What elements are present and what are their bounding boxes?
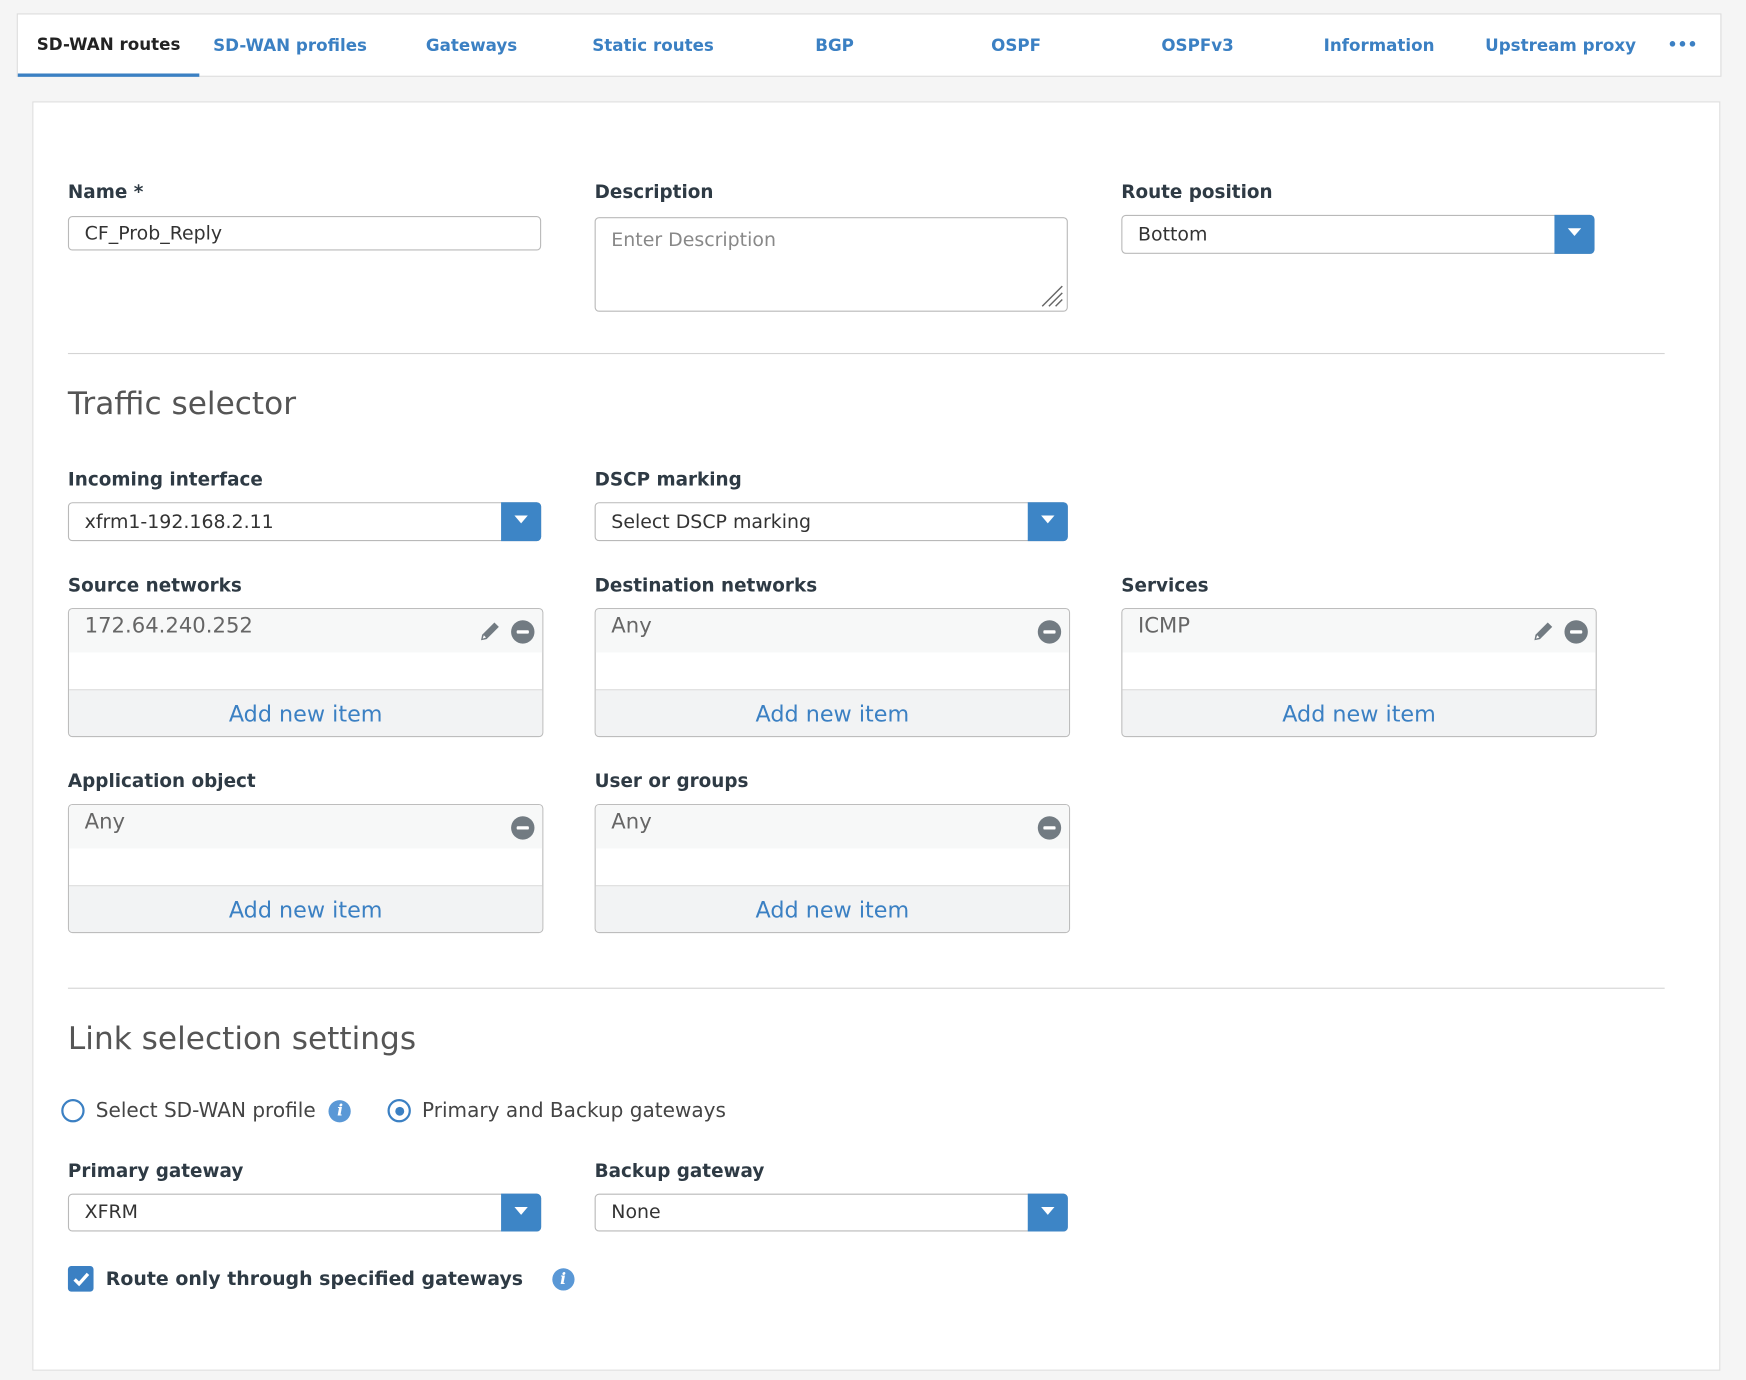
primary-gateway-label: Primary gateway: [67, 1160, 244, 1182]
radio-label: Select SD-WAN profile: [95, 1099, 316, 1123]
list-item-label: 172.64.240.252: [84, 613, 253, 639]
primary-gateway-select[interactable]: XFRM: [67, 1193, 542, 1232]
list-item: Any: [69, 805, 543, 849]
source-networks-list: 172.64.240.252 Add new item: [67, 607, 544, 738]
description-textarea[interactable]: Enter Description: [594, 217, 1068, 312]
tab-information[interactable]: Information: [1323, 35, 1435, 56]
application-object-label: Application object: [67, 770, 256, 792]
dscp-marking-select[interactable]: Select DSCP marking: [594, 502, 1068, 542]
more-tabs-icon[interactable]: •••: [1667, 36, 1698, 55]
destination-networks-list: Any Add new item: [594, 607, 1071, 738]
checkbox-checked[interactable]: [67, 1266, 94, 1292]
info-icon[interactable]: i: [552, 1267, 575, 1290]
name-value: CF_Prob_Reply: [84, 222, 223, 245]
link-selection-heading: Link selection settings: [67, 1019, 417, 1057]
tab-sd-wan-routes[interactable]: SD-WAN routes: [17, 14, 200, 77]
radio-label: Primary and Backup gateways: [422, 1099, 726, 1123]
add-new-item-button[interactable]: Add new item: [69, 690, 543, 737]
resize-handle-icon[interactable]: [1039, 283, 1063, 307]
add-new-item-button[interactable]: Add new item: [595, 886, 1069, 932]
source-networks-label: Source networks: [67, 574, 242, 596]
tab-bar: SD-WAN routes SD-WAN profiles Gateways S…: [16, 13, 1722, 77]
pencil-icon[interactable]: [1531, 619, 1555, 643]
remove-icon[interactable]: [1037, 816, 1062, 840]
radio-button-selected[interactable]: [387, 1099, 411, 1123]
backup-gateway-value: None: [611, 1201, 661, 1224]
route-only-checkbox-row[interactable]: Route only through specified gateways i: [67, 1266, 575, 1292]
name-label: Name *: [67, 181, 144, 203]
check-icon: [72, 1272, 89, 1286]
divider: [67, 987, 1665, 989]
pencil-icon[interactable]: [478, 619, 502, 643]
add-new-item-button[interactable]: Add new item: [69, 886, 543, 932]
divider: [67, 352, 1665, 355]
primary-gateway-value: XFRM: [84, 1201, 138, 1224]
destination-networks-label: Destination networks: [594, 574, 818, 596]
route-position-label: Route position: [1121, 181, 1273, 203]
list-item: 172.64.240.252: [69, 609, 543, 653]
chevron-down-icon[interactable]: [1027, 1193, 1068, 1232]
tab-static-routes[interactable]: Static routes: [592, 35, 714, 56]
dscp-marking-value: Select DSCP marking: [611, 510, 812, 533]
list-item: ICMP: [1122, 609, 1596, 653]
list-item-label: Any: [611, 809, 652, 835]
remove-icon[interactable]: [511, 620, 535, 644]
user-or-groups-list: Any Add new item: [594, 803, 1071, 934]
list-item: Any: [595, 609, 1069, 653]
incoming-interface-label: Incoming interface: [67, 468, 263, 490]
tab-sd-wan-profiles[interactable]: SD-WAN profiles: [213, 35, 367, 56]
remove-icon[interactable]: [1037, 620, 1062, 644]
tab-upstream-proxy[interactable]: Upstream proxy: [1485, 35, 1636, 56]
description-placeholder: Enter Description: [611, 229, 776, 252]
route-only-label: Route only through specified gateways: [105, 1267, 524, 1290]
list-item-label: Any: [611, 613, 652, 639]
remove-icon[interactable]: [511, 816, 535, 840]
tab-bgp[interactable]: BGP: [815, 35, 854, 56]
add-new-item-button[interactable]: Add new item: [595, 690, 1069, 737]
remove-icon[interactable]: [1564, 620, 1588, 644]
list-item-label: Any: [84, 809, 126, 835]
incoming-interface-value: xfrm1-192.168.2.11: [84, 510, 274, 533]
tab-ospfv3[interactable]: OSPFv3: [1161, 35, 1234, 56]
incoming-interface-select[interactable]: xfrm1-192.168.2.11: [67, 502, 542, 542]
tab-gateways[interactable]: Gateways: [425, 35, 518, 56]
tab-ospf[interactable]: OSPF: [991, 35, 1042, 56]
traffic-selector-heading: Traffic selector: [67, 385, 297, 423]
dscp-marking-label: DSCP marking: [594, 468, 742, 490]
list-item: Any: [595, 805, 1069, 849]
chevron-down-icon[interactable]: [1027, 502, 1068, 542]
add-new-item-button[interactable]: Add new item: [1122, 690, 1596, 737]
radio-select-sd-wan-profile[interactable]: Select SD-WAN profile i: [61, 1099, 352, 1123]
user-or-groups-label: User or groups: [594, 770, 749, 792]
services-label: Services: [1121, 574, 1209, 596]
services-list: ICMP Add new item: [1121, 607, 1597, 738]
route-position-value: Bottom: [1137, 223, 1208, 246]
description-label: Description: [594, 181, 714, 203]
route-position-select[interactable]: Bottom: [1121, 214, 1595, 254]
chevron-down-icon[interactable]: [501, 502, 542, 542]
list-item-label: ICMP: [1137, 613, 1191, 639]
radio-button[interactable]: [61, 1099, 85, 1123]
backup-gateway-select[interactable]: None: [594, 1193, 1068, 1232]
chevron-down-icon[interactable]: [1554, 214, 1595, 254]
application-object-list: Any Add new item: [67, 803, 544, 934]
chevron-down-icon[interactable]: [501, 1193, 542, 1232]
backup-gateway-label: Backup gateway: [594, 1160, 765, 1182]
name-input[interactable]: CF_Prob_Reply: [67, 216, 542, 251]
radio-primary-backup-gateways[interactable]: Primary and Backup gateways: [387, 1099, 726, 1123]
info-icon[interactable]: i: [329, 1099, 352, 1122]
